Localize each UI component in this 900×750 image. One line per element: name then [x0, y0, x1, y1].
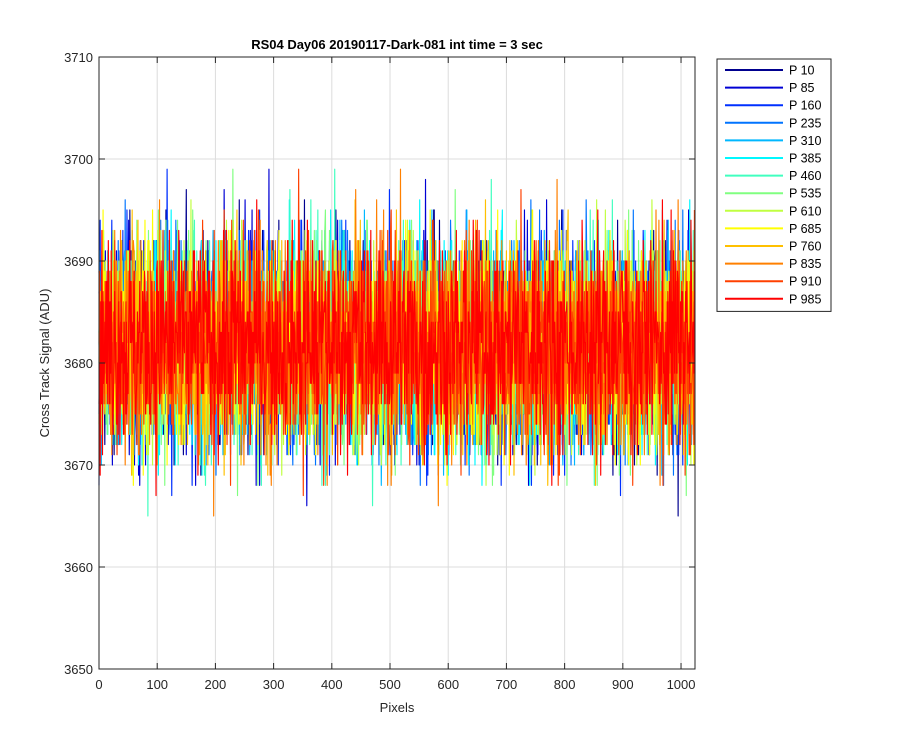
legend-entry: P 685 [725, 222, 821, 236]
legend-entry: P 10 [725, 64, 815, 78]
legend-label: P 760 [789, 240, 821, 254]
legend-label: P 910 [789, 275, 821, 289]
legend-entry: P 535 [725, 187, 821, 201]
legend-entry: P 835 [725, 257, 821, 271]
y-tick-label: 3690 [64, 254, 93, 269]
legend-label: P 385 [789, 152, 821, 166]
legend-label: P 535 [789, 187, 821, 201]
x-tick-label: 700 [496, 677, 518, 692]
x-tick-label: 900 [612, 677, 634, 692]
legend-label: P 235 [789, 116, 821, 130]
x-tick-label: 400 [321, 677, 343, 692]
legend-entry: P 985 [725, 292, 821, 306]
legend-label: P 10 [789, 64, 815, 78]
legend-entry: P 235 [725, 116, 821, 130]
legend-label: P 610 [789, 204, 821, 218]
legend-label: P 160 [789, 99, 821, 113]
y-tick-label: 3660 [64, 560, 93, 575]
x-axis-label: Pixels [380, 700, 415, 715]
legend-label: P 985 [789, 292, 821, 306]
legend-entry: P 310 [725, 134, 821, 148]
y-tick-label: 3670 [64, 458, 93, 473]
legend-label: P 460 [789, 169, 821, 183]
series-line-p985 [98, 199, 695, 497]
x-tick-label: 200 [205, 677, 227, 692]
legend-label: P 685 [789, 222, 821, 236]
legend-label: P 835 [789, 257, 821, 271]
legend-entry: P 385 [725, 152, 821, 166]
y-tick-label: 3650 [64, 662, 93, 677]
x-tick-label: 1000 [667, 677, 696, 692]
legend-entry: P 160 [725, 99, 821, 113]
legend-entry: P 610 [725, 204, 821, 218]
series-lines [98, 168, 695, 517]
legend-box [716, 58, 832, 312]
legend-entry: P 910 [725, 275, 821, 289]
y-tick-label: 3700 [64, 152, 93, 167]
x-tick-label: 500 [379, 677, 401, 692]
legend-entry: P 760 [725, 240, 821, 254]
legend-entry: P 85 [725, 81, 815, 95]
x-tick-label: 800 [554, 677, 576, 692]
x-tick-label: 600 [437, 677, 459, 692]
x-tick-label: 0 [95, 677, 102, 692]
y-tick-label: 3710 [64, 50, 93, 65]
y-axis-label: Cross Track Signal (ADU) [37, 289, 52, 438]
legend-entry: P 460 [725, 169, 821, 183]
axis-ticks: 0 100 200 300 400 500 600 700 800 900 1000 3650 3660… [64, 50, 695, 692]
x-tick-label: 300 [263, 677, 285, 692]
legend: P 10 P 85 P 160 P 235 P 310 P 385 P 460 P 535 P … [716, 58, 832, 312]
chart-title: RS04 Day06 20190117-Dark-081 int time = … [251, 37, 543, 52]
legend-label: P 310 [789, 134, 821, 148]
y-tick-label: 3680 [64, 356, 93, 371]
x-tick-label: 100 [146, 677, 168, 692]
legend-label: P 85 [789, 81, 815, 95]
